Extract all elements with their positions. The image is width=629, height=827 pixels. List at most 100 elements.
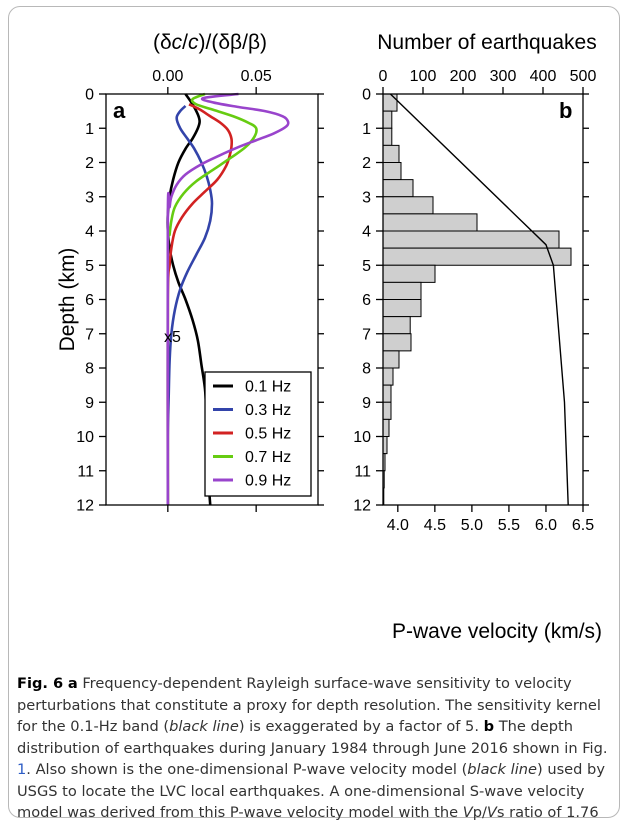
velocity-model	[389, 93, 569, 506]
panel-b-top-tick-label: 400	[530, 68, 557, 85]
legend-label-0-7-hz: 0.7 Hz	[245, 449, 291, 466]
caption-text-b: The depth distribution of earthquakes du…	[17, 718, 608, 757]
panel-a-y-tick-label: 3	[85, 189, 94, 206]
histogram-bar	[382, 333, 412, 352]
series-line-0-1-hz	[166, 93, 212, 506]
histogram-bar	[382, 401, 392, 420]
panel-a-plot-frame	[105, 93, 319, 506]
legend-label-0-9-hz: 0.9 Hz	[245, 473, 291, 490]
legend-label-0-3-hz: 0.3 Hz	[245, 402, 291, 419]
histogram-bar	[382, 110, 393, 129]
figure-frame	[8, 6, 620, 818]
panel-b-y-tick-label: 12	[353, 498, 371, 515]
panel-b-plot-frame	[382, 93, 584, 506]
legend-label-0-5-hz: 0.5 Hz	[245, 426, 291, 443]
panel-a-series-lines	[166, 92, 290, 506]
panel-a-y-tick-label: 0	[85, 87, 94, 104]
panel-b-y-tick-label: 10	[353, 429, 371, 446]
caption-slash: /	[481, 804, 487, 821]
panel-a-y-tick-label: 1	[85, 121, 94, 138]
panel-b-y-tick-label: 8	[362, 361, 371, 378]
histogram-bar	[382, 316, 411, 335]
panel-b-top-tick-label: 0	[379, 68, 388, 85]
caption-black-line: black line	[169, 718, 239, 735]
histogram-bar	[382, 247, 572, 266]
panel-a-y-tick-label: 10	[76, 429, 94, 446]
panel-a-y-tick-label: 4	[85, 224, 94, 241]
histogram-bar	[382, 281, 422, 300]
panel-a-y-tick-label: 12	[76, 498, 94, 515]
panel-b-y-tick-label: 4	[362, 224, 371, 241]
histogram-bar	[382, 179, 414, 198]
caption-text-end: ratio of 1.76	[504, 804, 599, 821]
caption-text-a2: ) is exaggerated by a factor of 5.	[238, 718, 484, 735]
caption-fig-ref-link[interactable]: 1	[17, 761, 27, 778]
panel-b-bottom-tick-label: 6.5	[572, 517, 594, 534]
histogram-bar	[382, 299, 422, 318]
series-line-0-5-hz	[166, 103, 234, 506]
panel-b-top-tick-label: 300	[490, 68, 517, 85]
panel-b-bottom-tick-label: 4.0	[387, 517, 409, 534]
panel-a-x-ticks: 0.00 0.05	[152, 68, 272, 512]
series-line-0-9-hz	[166, 92, 290, 506]
earthquake-histogram	[382, 93, 572, 506]
caption-vp: V	[462, 804, 473, 821]
panel-a-x-tick-label: 0.00	[152, 68, 183, 85]
panel-b-top-tick-label: 500	[570, 68, 597, 85]
legend: 0.1 Hz 0.3 Hz 0.5 Hz 0.7 Hz 0.9 Hz	[204, 371, 312, 497]
series-line-0-3-hz	[166, 105, 214, 506]
histogram-bar	[382, 350, 400, 369]
panel-a: (δc/c)/(δβ/β) Depth (km) 0.00 0.05 012345…	[56, 31, 324, 515]
histogram-bar	[382, 213, 478, 232]
panel-a-y-axis-label: Depth (km)	[56, 248, 79, 352]
panel-b-top-ticks: 0 100 200 300 400 500	[379, 68, 597, 94]
panel-b-y-tick-label: 5	[362, 258, 371, 275]
scale-annotation: x5	[164, 329, 181, 346]
panel-a-y-tick-label: 6	[85, 292, 94, 309]
histogram-bar	[382, 418, 390, 437]
panel-b-y-tick-label: 9	[362, 395, 371, 412]
panel-b-y-tick-label: 2	[362, 155, 371, 172]
histogram-bar	[382, 384, 392, 403]
caption-text-a: Frequency-dependent Rayleigh surface-wav…	[17, 675, 601, 735]
panel-b-y-tick-label: 6	[362, 292, 371, 309]
panel-b-top-tick-label: 200	[450, 68, 477, 85]
panel-b-bottom-ticks: 4.0 4.5 5.0 5.5 6.0 6.5	[387, 505, 594, 534]
figure-caption: Fig. 6 a Frequency-dependent Rayleigh su…	[17, 673, 615, 824]
velocity-model-line	[389, 93, 569, 506]
histogram-bar	[382, 144, 400, 163]
caption-label-b: b	[483, 718, 495, 735]
panel-b-bottom-tick-label: 5.0	[461, 517, 483, 534]
caption-vs: V	[486, 804, 497, 821]
panel-b-bottom-tick-label: 6.0	[535, 517, 557, 534]
panel-b-y-tick-label: 0	[362, 87, 371, 104]
panel-a-y-tick-label: 2	[85, 155, 94, 172]
caption-text-b3: ) used by USGS to locate the LVC local e…	[17, 761, 605, 821]
histogram-bar	[382, 367, 394, 386]
panel-a-x-tick-label: 0.05	[241, 68, 272, 85]
figure: (δc/c)/(δβ/β) Depth (km) 0.00 0.05 012345…	[56, 31, 602, 643]
panel-b-y-tick-label: 11	[354, 463, 371, 480]
panel-b-bottom-tick-label: 5.5	[498, 517, 520, 534]
panel-b-bottom-tick-label: 4.5	[424, 517, 446, 534]
histogram-bar	[382, 196, 434, 215]
caption-black-line-2: black line	[467, 761, 537, 778]
panel-a-y-tick-label: 7	[85, 326, 94, 343]
caption-vs-sub: s	[496, 804, 505, 821]
histogram-bar	[382, 127, 393, 146]
panel-a-letter: a	[113, 98, 126, 123]
panel-b-y-tick-label: 7	[362, 326, 371, 343]
caption-vp-sub: p	[472, 804, 482, 821]
panel-a-x-axis-label: (δc/c)/(δβ/β)	[153, 31, 267, 54]
panel-b-top-axis-label: Number of earthquakes	[377, 31, 596, 54]
panel-b-y-tick-label: 1	[362, 121, 371, 138]
panel-b: Number of earthquakes P-wave velocity (k…	[353, 31, 602, 643]
panel-a-y-tick-label: 8	[85, 361, 94, 378]
caption-fig-label: Fig. 6	[17, 675, 64, 692]
histogram-bar	[382, 93, 398, 112]
caption-text-b2: . Also shown is the one-dimensional P-wa…	[26, 761, 468, 778]
series-line-0-7-hz	[166, 92, 258, 506]
panel-b-y-tick-label: 3	[362, 189, 371, 206]
panel-a-y-tick-label: 11	[77, 463, 94, 480]
